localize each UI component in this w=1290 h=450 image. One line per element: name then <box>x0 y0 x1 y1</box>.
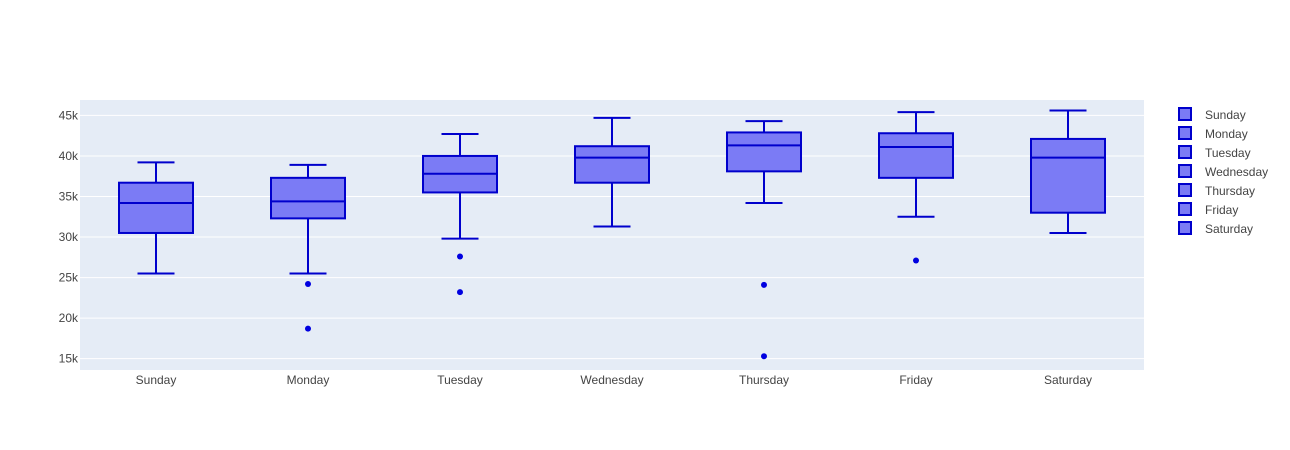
legend-swatch <box>1178 202 1192 216</box>
box-iqr <box>1030 137 1106 214</box>
x-tick-label: Friday <box>899 373 932 387</box>
box-thursday[interactable] <box>726 120 802 360</box>
box-wednesday[interactable] <box>574 116 650 228</box>
x-axis: Sunday Monday Tuesday Wednesday Thursday Frid… <box>136 373 1092 387</box>
legend-swatch <box>1178 107 1192 121</box>
legend-item-monday[interactable]: Monday <box>1178 126 1248 141</box>
box-iqr <box>118 181 194 234</box>
y-tick-label: 40k <box>59 149 79 163</box>
legend-swatch <box>1178 221 1192 235</box>
box-sunday[interactable] <box>118 161 194 275</box>
box-monday[interactable] <box>270 163 346 332</box>
box-iqr <box>878 132 954 179</box>
box-iqr <box>270 176 346 220</box>
x-tick-label: Monday <box>287 373 330 387</box>
x-tick-label: Thursday <box>739 373 789 387</box>
legend-item-thursday[interactable]: Thursday <box>1178 183 1255 198</box>
legend-label: Wednesday <box>1205 165 1268 179</box>
x-tick-label: Saturday <box>1044 373 1092 387</box>
y-tick-label: 25k <box>59 271 79 285</box>
legend-swatch <box>1178 126 1192 140</box>
y-tick-label: 45k <box>59 108 79 122</box>
legend-label: Monday <box>1205 127 1248 141</box>
legend-item-wednesday[interactable]: Wednesday <box>1178 164 1268 179</box>
outlier-point[interactable] <box>761 353 767 360</box>
y-tick-label: 30k <box>59 230 79 244</box>
y-tick-label: 20k <box>59 311 79 325</box>
legend-item-tuesday[interactable]: Tuesday <box>1178 145 1251 160</box>
legend-label: Tuesday <box>1205 146 1251 160</box>
legend-label: Sunday <box>1205 108 1246 122</box>
legend-item-saturday[interactable]: Saturday <box>1178 221 1253 236</box>
box-saturday[interactable] <box>1030 109 1106 234</box>
legend-label: Friday <box>1205 203 1238 217</box>
outlier-point[interactable] <box>305 281 311 288</box>
box-tuesday[interactable] <box>422 133 498 296</box>
boxes <box>118 109 1106 360</box>
x-tick-label: Tuesday <box>437 373 483 387</box>
outlier-point[interactable] <box>913 257 919 264</box>
legend-label: Thursday <box>1205 184 1255 198</box>
legend-label: Saturday <box>1205 222 1253 236</box>
box-friday[interactable] <box>878 111 954 264</box>
legend-swatch <box>1178 164 1192 178</box>
legend-swatch <box>1178 183 1192 197</box>
outlier-point[interactable] <box>305 325 311 332</box>
x-tick-label: Sunday <box>136 373 177 387</box>
y-tick-label: 15k <box>59 352 79 366</box>
legend-swatch <box>1178 145 1192 159</box>
y-axis: 15k 20k 25k 30k 35k 40k 45k <box>59 108 79 365</box>
box-iqr <box>726 131 802 173</box>
outlier-point[interactable] <box>457 289 463 296</box>
box-iqr <box>574 145 650 184</box>
legend[interactable]: Sunday Monday Tuesday Wednesday Thursday Frid… <box>1178 107 1268 236</box>
legend-item-sunday[interactable]: Sunday <box>1178 107 1246 122</box>
outlier-point[interactable] <box>761 281 767 288</box>
outlier-point[interactable] <box>457 253 463 260</box>
legend-item-friday[interactable]: Friday <box>1178 202 1238 217</box>
x-tick-label: Wednesday <box>580 373 643 387</box>
y-tick-label: 35k <box>59 189 79 203</box>
